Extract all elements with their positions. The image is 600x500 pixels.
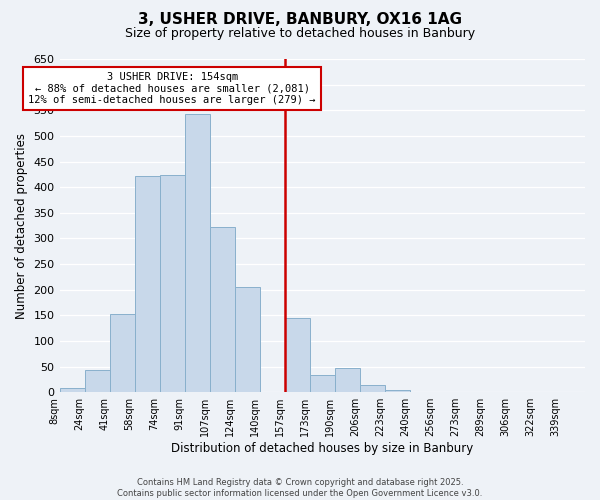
Text: 3 USHER DRIVE: 154sqm
← 88% of detached houses are smaller (2,081)
12% of semi-d: 3 USHER DRIVE: 154sqm ← 88% of detached … xyxy=(28,72,316,105)
Text: Size of property relative to detached houses in Banbury: Size of property relative to detached ho… xyxy=(125,28,475,40)
Bar xyxy=(310,375,335,392)
Bar xyxy=(360,385,385,392)
Bar xyxy=(335,368,360,392)
Text: Contains HM Land Registry data © Crown copyright and database right 2025.
Contai: Contains HM Land Registry data © Crown c… xyxy=(118,478,482,498)
Bar xyxy=(385,390,410,392)
Bar xyxy=(110,314,134,392)
Text: 3, USHER DRIVE, BANBURY, OX16 1AG: 3, USHER DRIVE, BANBURY, OX16 1AG xyxy=(138,12,462,28)
X-axis label: Distribution of detached houses by size in Banbury: Distribution of detached houses by size … xyxy=(171,442,473,455)
Bar xyxy=(59,388,85,392)
Bar xyxy=(85,370,110,392)
Bar xyxy=(209,226,235,392)
Bar xyxy=(160,175,185,392)
Bar xyxy=(185,114,209,392)
Bar xyxy=(134,176,160,392)
Bar xyxy=(235,287,260,392)
Bar xyxy=(285,318,310,392)
Y-axis label: Number of detached properties: Number of detached properties xyxy=(15,132,28,318)
